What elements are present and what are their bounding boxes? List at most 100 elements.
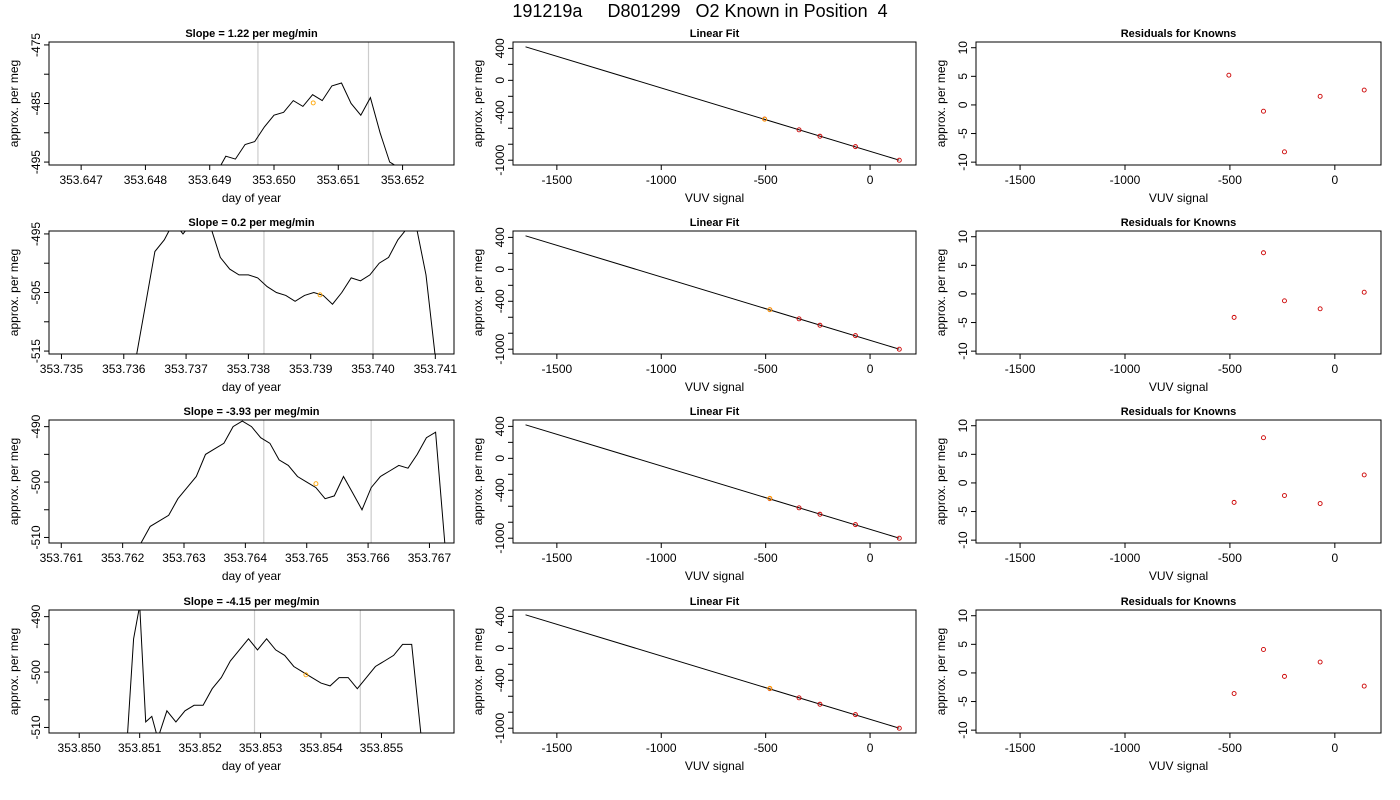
chart-panel-residuals-2: -1500 -1000 -500 0 10 5 0 -5 -10 Residuals for Kn… — [934, 406, 1382, 583]
x-axis-label: day of year — [222, 569, 281, 583]
y-axis-label: approx. per meg — [471, 249, 485, 336]
known-point — [1282, 298, 1287, 304]
plot-area — [1226, 72, 1367, 155]
plot-area — [525, 614, 902, 731]
chart-panel-fit-0: -1500 -1000 -500 0 400 0 -400 -1000 Linear Fit VU… — [471, 28, 917, 205]
y-tick-label: -10 — [956, 721, 970, 739]
unknown-point — [767, 307, 773, 313]
plot-area — [525, 46, 902, 163]
plot-area — [1231, 435, 1367, 506]
x-tick-label: -1500 — [541, 741, 572, 755]
x-axis-label: VUV signal — [1149, 569, 1208, 583]
x-tick-label: 353.851 — [118, 741, 162, 755]
unknown-point — [767, 685, 773, 691]
y-tick-label: -500 — [29, 470, 43, 494]
known-point — [1317, 501, 1323, 506]
x-axis-label: day of year — [222, 191, 281, 205]
y-tick-label: -490 — [29, 604, 43, 628]
plot-frame — [975, 41, 1382, 166]
x-tick-label: -1000 — [646, 741, 677, 755]
x-tick-label: 353.737 — [164, 362, 208, 376]
y-tick-label: -5 — [956, 506, 970, 517]
x-axis-label: VUV signal — [685, 569, 744, 583]
x-tick-label: -1500 — [1005, 551, 1036, 565]
plot-area — [1231, 647, 1367, 696]
y-tick-label: -5 — [956, 696, 970, 707]
y-tick-label: 0 — [956, 479, 970, 486]
x-tick-label: 353.762 — [101, 551, 145, 565]
chart-panel-timeseries-0: 353.647 353.648 353.649 353.650 353.651 353.6… — [7, 28, 455, 205]
known-point — [852, 144, 858, 150]
panel-title: Residuals for Knowns — [1121, 217, 1237, 229]
plot-frame — [48, 419, 455, 544]
y-axis-label: approx. per meg — [7, 60, 21, 147]
x-tick-label: -1000 — [1110, 741, 1141, 755]
y-tick-label: 400 — [493, 416, 507, 436]
panel-title: Residuals for Knowns — [1121, 28, 1237, 40]
x-tick-label: -500 — [754, 741, 778, 755]
plot-frame — [975, 230, 1382, 355]
x-tick-label: 0 — [1331, 551, 1338, 565]
fit-line — [525, 614, 900, 729]
y-tick-label: -1000 — [493, 334, 507, 365]
x-tick-label: 353.741 — [414, 362, 458, 376]
y-tick-label: 5 — [956, 73, 970, 80]
y-axis-label: approx. per meg — [7, 249, 21, 336]
y-tick-label: -400 — [493, 100, 507, 124]
y-tick-label: -475 — [29, 33, 43, 57]
y-axis-label: approx. per meg — [934, 438, 948, 525]
x-tick-label: -500 — [754, 551, 778, 565]
panel-title: Linear Fit — [690, 217, 740, 229]
y-tick-label: 10 — [956, 41, 970, 55]
known-point — [1231, 314, 1237, 320]
x-tick-label: 353.764 — [224, 551, 268, 565]
panel-title: Linear Fit — [690, 406, 740, 418]
y-tick-label: -515 — [29, 339, 43, 363]
x-tick-label: 353.855 — [360, 741, 404, 755]
known-point — [1361, 87, 1367, 93]
y-axis-label: approx. per meg — [934, 628, 948, 715]
plot-frame — [512, 609, 917, 734]
known-point — [1317, 93, 1323, 99]
known-point — [1361, 289, 1367, 295]
y-tick-label: 10 — [956, 419, 970, 433]
panel-title: Slope = -4.15 per meg/min — [183, 596, 319, 608]
series-line — [140, 420, 446, 543]
known-point — [1231, 691, 1237, 696]
y-tick-label: 0 — [956, 290, 970, 297]
y-tick-label: 0 — [956, 101, 970, 108]
known-point — [817, 511, 823, 517]
chart-panel-timeseries-2: 353.761 353.762 353.763 353.764 353.765 353.7… — [7, 406, 455, 583]
y-tick-label: -510 — [29, 525, 43, 549]
x-axis-label: day of year — [222, 759, 281, 773]
x-axis-label: VUV signal — [1149, 191, 1208, 205]
y-tick-label: -505 — [29, 280, 43, 304]
panel-title: Slope = 1.22 per meg/min — [185, 28, 318, 40]
x-tick-label: -500 — [1218, 741, 1242, 755]
fit-line — [525, 235, 900, 350]
y-tick-label: -500 — [29, 660, 43, 684]
unknown-point — [767, 495, 773, 501]
y-tick-label: 5 — [956, 262, 970, 269]
plot-frame — [512, 41, 917, 166]
y-tick-label: -1000 — [493, 145, 507, 176]
x-tick-label: 0 — [1331, 741, 1338, 755]
y-tick-label: 10 — [956, 230, 970, 244]
y-tick-label: 5 — [956, 451, 970, 458]
chart-panel-residuals-3: -1500 -1000 -500 0 10 5 0 -5 -10 Residuals for Kn… — [934, 596, 1382, 773]
known-point — [852, 712, 858, 718]
plot-frame — [48, 609, 455, 734]
y-axis-label: approx. per meg — [471, 60, 485, 147]
x-tick-label: 353.648 — [124, 173, 168, 187]
x-tick-label: 353.652 — [381, 173, 425, 187]
y-axis-label: approx. per meg — [7, 438, 21, 525]
known-point — [1261, 250, 1266, 256]
known-point — [896, 157, 902, 163]
x-tick-label: -1000 — [646, 362, 677, 376]
x-axis-label: VUV signal — [685, 191, 744, 205]
known-point — [1317, 306, 1323, 312]
y-tick-label: 0 — [493, 77, 507, 84]
x-axis-label: day of year — [222, 380, 281, 394]
x-tick-label: 0 — [867, 173, 874, 187]
unknown-point — [303, 672, 309, 678]
